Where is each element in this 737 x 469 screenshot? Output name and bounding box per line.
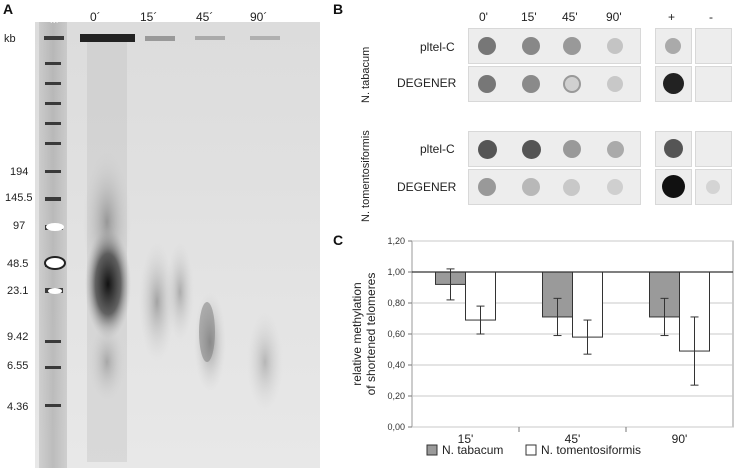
time-label-45: 45' bbox=[562, 10, 578, 24]
y-tick-label: 0,80 bbox=[387, 298, 405, 308]
time-label-0: 0' bbox=[479, 10, 488, 24]
bar-tabacum bbox=[649, 271, 680, 318]
y-tick-label: 1,00 bbox=[387, 267, 405, 277]
size-marker: 145.5 bbox=[5, 192, 33, 204]
dot bbox=[478, 75, 496, 93]
dot bbox=[563, 37, 581, 55]
dot-blot-strip bbox=[468, 66, 641, 102]
lane-label-45: 45´ bbox=[196, 10, 214, 24]
gel-image-panel-a bbox=[35, 22, 320, 468]
dot bbox=[522, 37, 540, 55]
dot bbox=[663, 73, 684, 94]
dot bbox=[665, 38, 681, 54]
marker-lane-label: M bbox=[50, 15, 59, 26]
control-label-minus: - bbox=[709, 10, 713, 24]
dot bbox=[607, 141, 624, 158]
probe-label: pltel-C bbox=[420, 142, 455, 156]
probe-label: DEGENER bbox=[397, 76, 457, 90]
species-label-tomentosiformis: N. tomentosiformis bbox=[360, 130, 372, 222]
size-marker: 48.5 bbox=[7, 258, 29, 270]
dot-blot-control bbox=[655, 28, 692, 64]
y-tick-label: 0,20 bbox=[387, 391, 405, 401]
legend-swatch-tomentosiformis bbox=[525, 444, 537, 456]
dot bbox=[664, 139, 683, 158]
panel-c-letter: C bbox=[333, 232, 344, 248]
dot-blot-control bbox=[695, 66, 732, 102]
dot-blot-strip bbox=[468, 28, 641, 64]
legend-swatch-tabacum bbox=[426, 444, 438, 456]
gel-drawing bbox=[35, 22, 320, 468]
lane-label-90: 90´ bbox=[250, 10, 268, 24]
panel-b-letter: B bbox=[333, 1, 344, 17]
dot bbox=[478, 178, 496, 196]
time-label-15: 15' bbox=[521, 10, 537, 24]
dot bbox=[478, 140, 497, 159]
bar-chart: 0,00 0,20 0,40 0,60 0,80 1,00 1,20 15' 45' 90' rel… bbox=[350, 236, 734, 457]
dot-blot-strip bbox=[468, 169, 641, 205]
dot bbox=[478, 37, 496, 55]
dot-blot-control bbox=[655, 131, 692, 167]
lane-label-0: 0´ bbox=[90, 10, 101, 24]
control-label-plus: + bbox=[668, 10, 676, 24]
time-label-90: 90' bbox=[606, 10, 622, 24]
kb-label: kb bbox=[4, 33, 16, 45]
dot-blot-control bbox=[655, 169, 692, 205]
panel-a-letter: A bbox=[3, 1, 14, 17]
dot bbox=[522, 75, 540, 93]
y-axis-title-line: relative methylation bbox=[350, 282, 364, 385]
y-axis-title: relative methylationof shortened telomer… bbox=[350, 273, 378, 396]
dot bbox=[706, 180, 720, 194]
y-tick-label: 0,40 bbox=[387, 360, 405, 370]
size-marker: 23.1 bbox=[7, 285, 29, 297]
dot bbox=[522, 140, 541, 159]
x-category-label: 15' bbox=[458, 432, 474, 446]
legend-label: N. tomentosiformis bbox=[541, 443, 641, 457]
dot bbox=[662, 175, 685, 198]
lane-label-15: 15´ bbox=[140, 10, 158, 24]
x-category-label: 90' bbox=[672, 432, 688, 446]
legend-label: N. tabacum bbox=[442, 443, 503, 457]
dot bbox=[563, 179, 580, 196]
dot-blot-strip bbox=[468, 131, 641, 167]
dot-blot-control bbox=[695, 131, 732, 167]
y-tick-label: 0,00 bbox=[387, 422, 405, 432]
size-marker: 6.55 bbox=[7, 360, 29, 372]
size-marker: 4.36 bbox=[7, 401, 29, 413]
y-tick-label: 1,20 bbox=[387, 236, 405, 246]
probe-label: DEGENER bbox=[397, 180, 457, 194]
dot bbox=[563, 75, 581, 93]
dot-blot-control bbox=[695, 169, 732, 205]
size-marker: 9.42 bbox=[7, 331, 29, 343]
y-tick-label: 0,60 bbox=[387, 329, 405, 339]
probe-label: pltel-C bbox=[420, 40, 455, 54]
dot-blot-control bbox=[695, 28, 732, 64]
dot bbox=[563, 140, 581, 158]
dot-blot-control bbox=[655, 66, 692, 102]
dot bbox=[607, 179, 623, 195]
y-axis-title-line: of shortened telomeres bbox=[364, 273, 378, 396]
dot bbox=[607, 38, 623, 54]
size-marker: 194 bbox=[10, 166, 29, 178]
dot bbox=[607, 76, 623, 92]
dot bbox=[522, 178, 540, 196]
x-category-label: 45' bbox=[565, 432, 581, 446]
species-label-tabacum: N. tabacum bbox=[360, 46, 372, 103]
size-marker: 97 bbox=[13, 220, 26, 232]
